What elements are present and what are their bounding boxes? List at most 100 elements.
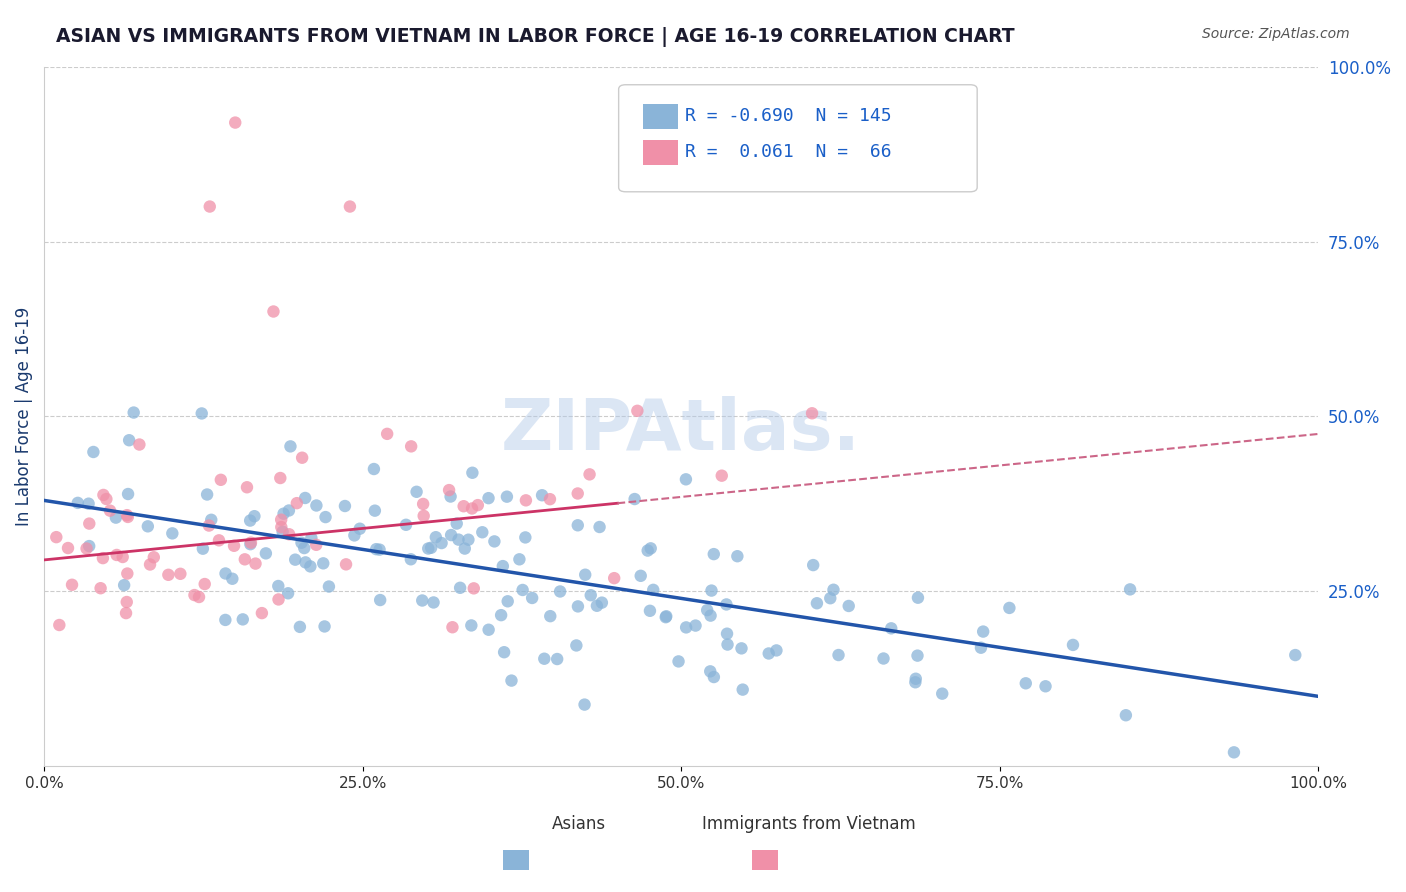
Point (112, 578, 135, 592)
Point (454, 541, 477, 556)
Point (333, 499, 356, 513)
Point (449, 581, 471, 595)
Point (299, 559, 322, 574)
Point (730, 641, 752, 656)
Point (1015, 676, 1038, 690)
Point (531, 488, 554, 502)
Point (703, 670, 725, 684)
Text: R = -0.690  N = 145: R = -0.690 N = 145 (685, 107, 891, 125)
Point (467, 498, 489, 512)
Point (806, 596, 828, 610)
Point (243, 509, 266, 524)
Point (638, 604, 661, 618)
Point (872, 651, 894, 665)
Point (117, 566, 139, 581)
Point (271, 524, 294, 539)
Point (758, 647, 780, 661)
Point (588, 520, 610, 534)
Point (305, 538, 328, 552)
Point (412, 508, 434, 523)
Point (412, 497, 434, 511)
Point (904, 672, 927, 686)
Point (128, 437, 150, 451)
Point (453, 500, 475, 514)
Point (907, 648, 929, 663)
Point (457, 533, 479, 547)
Point (343, 528, 366, 542)
Point (278, 527, 301, 541)
Point (496, 490, 519, 504)
Point (117, 487, 139, 501)
Point (512, 582, 534, 597)
Point (239, 514, 262, 528)
Point (461, 501, 484, 516)
Point (907, 591, 929, 605)
Text: R =  0.061  N =  66: R = 0.061 N = 66 (685, 143, 891, 161)
Point (489, 608, 512, 623)
Point (1223, 745, 1246, 759)
Text: ZIPAtlas.: ZIPAtlas. (501, 396, 862, 465)
Point (716, 638, 738, 652)
Point (463, 582, 485, 596)
Point (190, 406, 212, 420)
Point (515, 493, 537, 508)
Point (169, 566, 191, 581)
Point (294, 491, 316, 505)
Point (90, 581, 112, 595)
Point (801, 558, 824, 573)
Point (725, 549, 748, 564)
Point (494, 645, 516, 659)
Point (574, 698, 596, 712)
Point (48, 618, 70, 632)
Point (399, 552, 422, 566)
Y-axis label: In Labor Force | Age 16-19: In Labor Force | Age 16-19 (15, 307, 32, 526)
Point (214, 566, 236, 581)
Point (136, 519, 159, 533)
Point (578, 467, 600, 482)
Point (520, 591, 543, 605)
Point (654, 610, 676, 624)
Point (538, 609, 561, 624)
Point (731, 682, 754, 697)
Text: Asians: Asians (553, 815, 606, 833)
Point (117, 510, 139, 524)
Point (221, 572, 243, 586)
Text: Source: ZipAtlas.com: Source: ZipAtlas.com (1202, 27, 1350, 41)
Text: Immigrants from Vietnam: Immigrants from Vietnam (702, 815, 915, 833)
Point (267, 592, 290, 607)
Point (437, 483, 460, 497)
Point (630, 569, 652, 583)
Point (375, 426, 398, 441)
Point (471, 525, 494, 540)
Point (696, 603, 718, 617)
Point (314, 619, 336, 633)
Text: ASIAN VS IMMIGRANTS FROM VIETNAM IN LABOR FORCE | AGE 16-19 CORRELATION CHART: ASIAN VS IMMIGRANTS FROM VIETNAM IN LABO… (56, 27, 1015, 46)
Point (368, 542, 391, 557)
Point (567, 518, 589, 533)
Point (239, 535, 262, 549)
Point (447, 533, 470, 547)
Point (1119, 582, 1142, 597)
Point (250, 606, 273, 620)
Point (315, 510, 337, 524)
Point (285, 496, 308, 510)
Point (586, 599, 609, 613)
Point (273, 507, 295, 521)
Point (191, 541, 214, 556)
Point (82, 445, 104, 459)
Point (188, 590, 211, 604)
Point (194, 577, 217, 591)
Point (1062, 638, 1084, 652)
Point (115, 595, 138, 609)
Point (496, 594, 519, 608)
Point (368, 593, 391, 607)
Point (45, 530, 67, 544)
Point (823, 582, 845, 597)
Point (318, 580, 340, 594)
Point (142, 550, 165, 565)
Point (198, 518, 221, 533)
Point (290, 535, 312, 549)
Point (420, 541, 443, 555)
Point (77, 539, 100, 553)
Point (277, 503, 299, 517)
